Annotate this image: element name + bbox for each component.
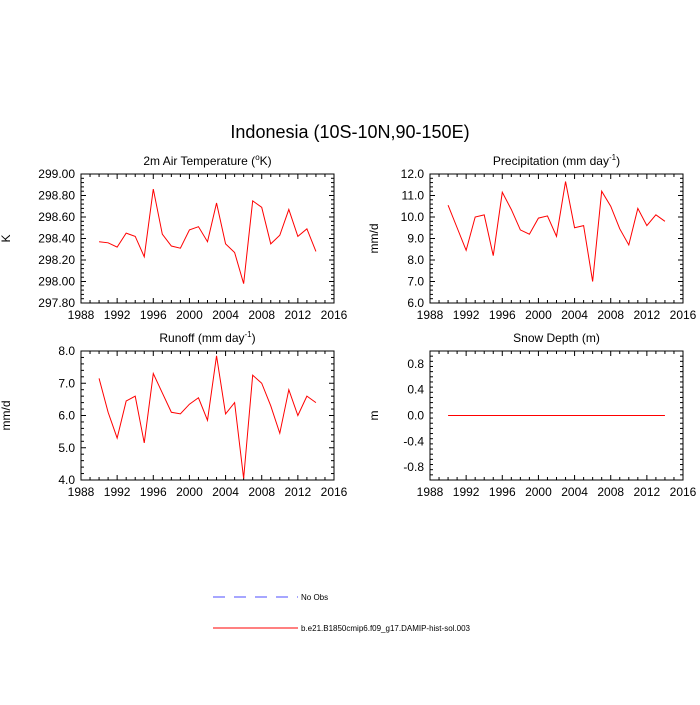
series-line-2-0: [98, 355, 317, 479]
panel-title-tail-1: ): [616, 154, 620, 168]
chart-panel-1: Precipitation (mm day-1) 1988 1992 1996 2000…: [367, 153, 697, 322]
x-tick-label: 1996: [489, 308, 516, 322]
x-tick-label: 2004: [212, 485, 239, 499]
chart-panel-2: Runoff (mm day-1) 1988 1992 1996 2000 2004 200…: [0, 330, 348, 499]
x-tick-label: 2000: [525, 485, 552, 499]
y-tick-label: 6.0: [407, 296, 424, 310]
legend: No Obs b.e21.B1850cmip6.f09_g17.DAMIP-hi…: [213, 593, 471, 633]
panel-title-sup-1: -1: [609, 153, 617, 162]
legend-item-1: b.e21.B1850cmip6.f09_g17.DAMIP-hist-sol.…: [213, 624, 471, 633]
x-tick-label: 2008: [597, 485, 624, 499]
panel-title-0: 2m Air Temperature (oK): [143, 153, 271, 168]
x-tick-label: 1992: [104, 485, 131, 499]
panel-title-text-1: Precipitation (mm day: [493, 154, 609, 168]
y-tick-label: 0.8: [407, 357, 424, 371]
panel-title-text-0: 2m Air Temperature (: [143, 154, 255, 168]
x-tick-label: 1988: [417, 308, 444, 322]
panel-title-2: Runoff (mm day-1): [159, 330, 255, 345]
y-tick-label: -0.4: [403, 434, 424, 448]
plot-frame-2: [80, 350, 335, 481]
y-tick-label: 10.0: [401, 210, 425, 224]
legend-item-0: No Obs: [213, 593, 328, 602]
x-tick-label: 1996: [489, 485, 516, 499]
y-tick-label: 8.0: [58, 344, 75, 358]
panel-title-sup-0: o: [255, 153, 260, 162]
x-tick-label: 2004: [561, 308, 588, 322]
panel-title-sup-2: -1: [245, 330, 253, 339]
x-tick-label: 1996: [140, 485, 167, 499]
panel-title-text-3: Snow Depth (m): [513, 331, 600, 345]
x-tick-label: 1988: [68, 308, 95, 322]
y-tick-label: 299.00: [38, 167, 75, 181]
y-tick-label: 12.0: [401, 167, 425, 181]
x-tick-label: 1988: [417, 485, 444, 499]
x-tick-label: 1992: [453, 308, 480, 322]
x-tick-label: 2012: [285, 308, 312, 322]
y-tick-label: 7.0: [407, 275, 424, 289]
y-axis-label-3: m: [367, 411, 381, 421]
y-tick-label: -0.8: [403, 460, 424, 474]
x-tick-label: 2004: [212, 308, 239, 322]
panels: 2m Air Temperature (oK)1988 1992 1996 2000 2…: [0, 153, 697, 499]
panel-title-tail-2: ): [252, 331, 256, 345]
y-axis-label-2: mm/d: [0, 401, 13, 431]
series-line-0-0: [99, 188, 317, 284]
legend-label-0: No Obs: [301, 593, 328, 602]
plot-frame-1: [429, 173, 684, 304]
x-tick-label: 2012: [634, 308, 661, 322]
x-tick-label: 2016: [670, 485, 697, 499]
series-line-1-0: [447, 181, 666, 282]
chart-panel-0: 2m Air Temperature (oK) 1988 1992 1996 2000 2…: [0, 153, 348, 322]
y-tick-label: 0.4: [407, 383, 424, 397]
panel-title-1: Precipitation (mm day-1): [493, 153, 620, 168]
figure-title: Indonesia (10S-10N,90-150E): [230, 122, 469, 142]
y-tick-label: 11.0: [402, 189, 425, 203]
y-tick-label: 9.0: [407, 232, 424, 246]
y-tick-label: 8.0: [407, 253, 424, 267]
x-tick-label: 2012: [634, 485, 661, 499]
x-tick-label: 1996: [140, 308, 167, 322]
y-tick-label: 297.80: [38, 296, 75, 310]
y-tick-label: 0.0: [407, 409, 424, 423]
y-tick-label: 298.40: [38, 232, 75, 246]
y-axis-label-1: mm/d: [367, 224, 381, 254]
y-tick-label: 298.80: [38, 189, 75, 203]
x-tick-label: 2012: [285, 485, 312, 499]
legend-label-1: b.e21.B1850cmip6.f09_g17.DAMIP-hist-sol.…: [301, 624, 471, 633]
y-tick-label: 298.60: [38, 210, 75, 224]
x-tick-label: 1988: [68, 485, 95, 499]
x-tick-label: 2000: [176, 485, 203, 499]
x-tick-label: 2016: [321, 308, 348, 322]
x-tick-label: 2016: [321, 485, 348, 499]
panel-title-text-2: Runoff (mm day: [159, 331, 244, 345]
y-tick-label: 6.0: [58, 409, 75, 423]
x-tick-label: 1992: [104, 308, 131, 322]
x-tick-label: 2008: [248, 485, 275, 499]
panel-title-3: Snow Depth (m): [513, 331, 600, 345]
y-tick-label: 7.0: [58, 376, 75, 390]
y-tick-label: 5.0: [58, 441, 75, 455]
y-tick-label: 4.0: [58, 473, 75, 487]
x-tick-label: 2008: [248, 308, 275, 322]
x-tick-label: 2004: [561, 485, 588, 499]
chart-panel-3: Snow Depth (m) 1988 1992 1996 2000 2004 2008 20…: [367, 331, 697, 499]
x-tick-label: 2000: [176, 308, 203, 322]
panel-title-tail-0: K): [260, 154, 272, 168]
y-tick-label: 298.20: [38, 253, 75, 267]
y-tick-label: 298.00: [38, 275, 75, 289]
plot-frame-0: [80, 173, 335, 304]
x-tick-label: 1992: [453, 485, 480, 499]
x-tick-label: 2016: [670, 308, 697, 322]
y-axis-label-0: K: [0, 234, 13, 242]
x-tick-label: 2000: [525, 308, 552, 322]
x-tick-label: 2008: [597, 308, 624, 322]
